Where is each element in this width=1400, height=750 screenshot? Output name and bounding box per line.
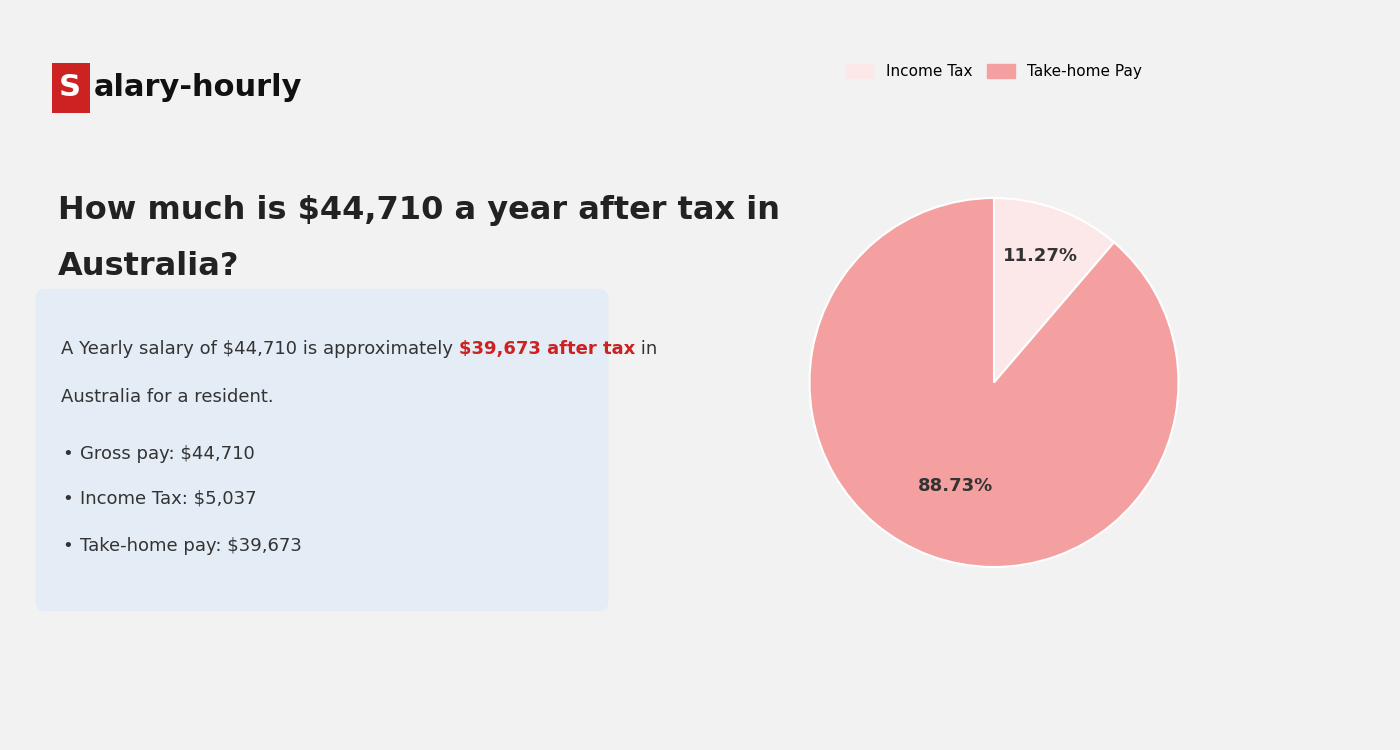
- Wedge shape: [809, 198, 1179, 567]
- Text: Income Tax: $5,037: Income Tax: $5,037: [81, 490, 258, 508]
- Text: A Yearly salary of $44,710 is approximately: A Yearly salary of $44,710 is approximat…: [62, 340, 459, 358]
- Text: 11.27%: 11.27%: [1004, 247, 1078, 265]
- Text: 88.73%: 88.73%: [918, 477, 993, 495]
- Text: $39,673 after tax: $39,673 after tax: [459, 340, 636, 358]
- Text: alary-hourly: alary-hourly: [94, 74, 302, 102]
- Text: •: •: [62, 445, 73, 463]
- Text: Take-home pay: $39,673: Take-home pay: $39,673: [81, 537, 302, 555]
- Text: •: •: [62, 490, 73, 508]
- Wedge shape: [994, 198, 1114, 382]
- Legend: Income Tax, Take-home Pay: Income Tax, Take-home Pay: [840, 58, 1148, 86]
- FancyBboxPatch shape: [52, 63, 90, 112]
- Text: in: in: [636, 340, 658, 358]
- Text: Gross pay: $44,710: Gross pay: $44,710: [81, 445, 255, 463]
- Text: Australia for a resident.: Australia for a resident.: [62, 388, 274, 406]
- Text: Australia?: Australia?: [57, 251, 239, 282]
- Text: S: S: [59, 74, 81, 102]
- Text: How much is $44,710 a year after tax in: How much is $44,710 a year after tax in: [57, 194, 780, 226]
- FancyBboxPatch shape: [35, 289, 609, 611]
- Text: •: •: [62, 537, 73, 555]
